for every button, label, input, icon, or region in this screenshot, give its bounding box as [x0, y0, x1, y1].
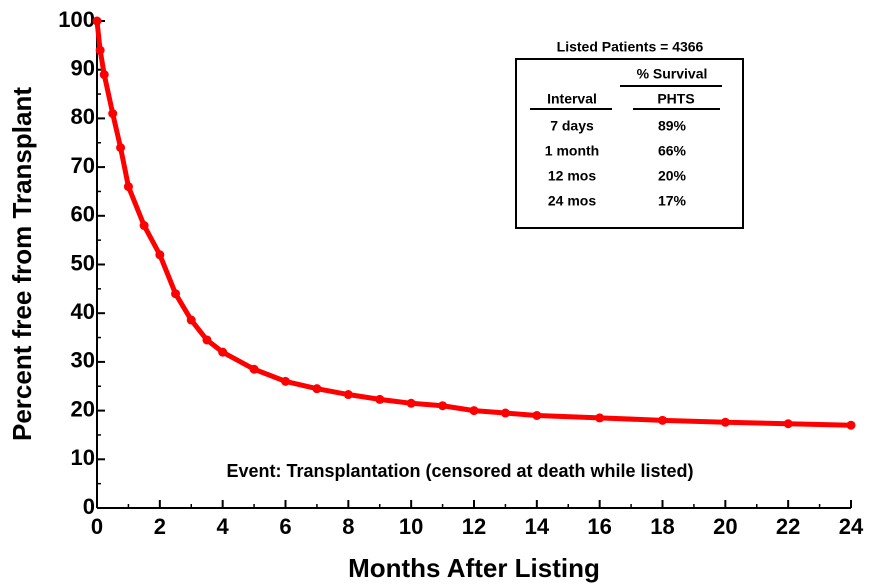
- table-cell: 12 mos: [548, 168, 596, 184]
- table-title: Listed Patients = 4366: [557, 39, 704, 55]
- point: [202, 335, 212, 345]
- point: [595, 413, 605, 423]
- point: [438, 401, 448, 411]
- table-cell: 17%: [658, 193, 687, 209]
- point: [92, 16, 102, 26]
- x-tick-label: 22: [776, 514, 800, 539]
- table-column: PHTS: [657, 91, 694, 107]
- x-tick-label: 8: [342, 514, 354, 539]
- point: [249, 364, 259, 374]
- y-tick-label: 30: [71, 348, 95, 373]
- curve: [94, 20, 852, 428]
- table-group-header: % Survival: [637, 66, 708, 82]
- table-cell: 1 month: [545, 143, 599, 159]
- table-cell: 20%: [658, 168, 687, 184]
- table-box: [515, 58, 744, 229]
- point: [783, 419, 793, 429]
- point: [281, 376, 290, 386]
- x-tick-label: 2: [154, 514, 166, 539]
- point: [375, 394, 385, 404]
- point: [171, 289, 181, 299]
- point: [123, 182, 133, 192]
- x-tick-label: 14: [525, 514, 550, 539]
- y-tick-label: 90: [71, 56, 95, 81]
- y-tick-label: 100: [58, 7, 95, 32]
- point: [720, 417, 730, 427]
- y-tick-label: 20: [71, 396, 95, 421]
- point: [99, 70, 109, 80]
- x-tick-label: 4: [217, 514, 230, 539]
- y-tick-label: 50: [71, 250, 95, 275]
- point: [846, 420, 856, 430]
- x-tick-label: 20: [713, 514, 737, 539]
- table-cell: 89%: [658, 118, 687, 134]
- point: [312, 384, 322, 394]
- point: [469, 406, 479, 416]
- table-column: Interval: [547, 91, 597, 107]
- y-axis-title: Percent free from Transplant: [7, 87, 37, 441]
- annotation: Event: Transplantation (censored at deat…: [226, 461, 693, 481]
- point: [343, 390, 353, 400]
- x-tick-label: 18: [650, 514, 674, 539]
- x-tick-label: 10: [399, 514, 423, 539]
- point: [139, 221, 149, 231]
- point: [406, 398, 416, 408]
- y-tick-label: 40: [71, 299, 95, 324]
- point: [186, 315, 196, 325]
- point: [108, 109, 118, 119]
- y-tick-label: 0: [83, 494, 95, 519]
- point: [116, 143, 126, 153]
- x-tick-label: 24: [839, 514, 864, 539]
- point: [500, 408, 510, 418]
- x-tick-label: 12: [462, 514, 486, 539]
- point: [155, 250, 165, 260]
- x-tick-label: 0: [91, 514, 103, 539]
- point: [658, 415, 667, 425]
- point: [95, 45, 105, 55]
- x-tick-label: 16: [587, 514, 611, 539]
- x-axis-title: Months After Listing: [348, 553, 600, 583]
- table-cell: 7 days: [550, 118, 594, 134]
- y-tick-label: 80: [71, 104, 95, 129]
- y-tick-label: 60: [71, 202, 95, 227]
- y-tick-label: 70: [71, 153, 95, 178]
- point: [218, 347, 228, 357]
- table-cell: 24 mos: [548, 193, 596, 209]
- y-tick-label: 10: [71, 445, 95, 470]
- table-cell: 66%: [658, 143, 687, 159]
- point: [532, 410, 542, 420]
- x-tick-label: 6: [279, 514, 291, 539]
